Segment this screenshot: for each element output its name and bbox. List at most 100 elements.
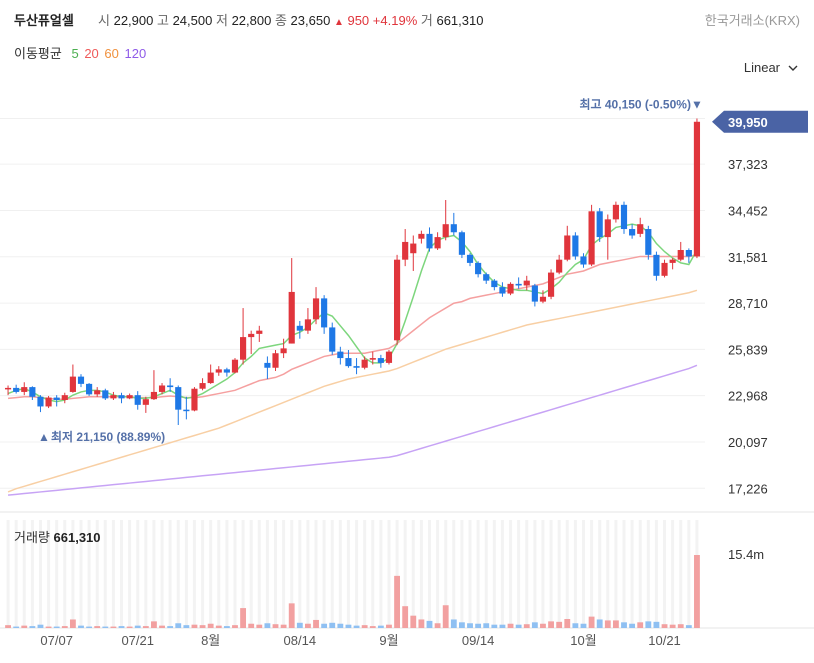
volume-bar <box>240 608 247 628</box>
volume-bar <box>434 623 441 628</box>
volume-bar <box>694 555 700 628</box>
candle-body <box>377 358 384 363</box>
volume-bar <box>499 624 506 628</box>
candle-body <box>369 358 376 360</box>
candle-body <box>580 256 587 265</box>
candle-body <box>402 241 409 260</box>
volume-bar <box>215 625 222 628</box>
volume-bar <box>345 624 352 628</box>
candle-body <box>353 366 360 368</box>
low-value: 22,800 <box>231 13 272 28</box>
volume-bar <box>669 624 676 628</box>
candle-body <box>629 229 636 236</box>
volume-bar <box>596 619 603 628</box>
candle-body <box>126 395 133 399</box>
candle-body <box>13 387 20 392</box>
candle-body <box>588 211 595 265</box>
volume-bar <box>418 619 425 628</box>
volume-bar <box>612 620 619 628</box>
volume-bar <box>272 624 279 628</box>
candle-body <box>418 233 425 239</box>
volume-bar <box>288 603 295 628</box>
candle-body <box>677 250 684 260</box>
candle-body <box>523 280 530 286</box>
volume-bar <box>458 622 465 628</box>
volume-bar <box>531 622 538 628</box>
high-label: 고 <box>156 13 169 28</box>
stock-name: 두산퓨얼셀 <box>14 13 74 28</box>
ma120-line <box>7 364 698 496</box>
volume-bar <box>572 623 579 628</box>
volume-bar <box>13 626 20 628</box>
ma20-legend: 20 <box>84 46 99 61</box>
volume-bar <box>523 624 530 628</box>
candle-body <box>572 235 579 257</box>
exchange-name: 한국거래소(KRX) <box>704 13 800 28</box>
chart-annotations: 최고 40,150 (-0.50%) ▼ ▲ 최저 21,150 (88.89%) <box>38 97 703 444</box>
date-tick-label: 9월 <box>379 633 398 648</box>
volume-bar <box>305 623 311 628</box>
candle-body <box>442 224 449 238</box>
candle-body <box>426 233 433 249</box>
candle-body <box>361 359 368 368</box>
volume-bar <box>685 625 692 628</box>
candle-body <box>645 229 652 255</box>
volume-panel-value: 661,310 <box>53 530 101 545</box>
candle-body <box>223 369 230 373</box>
volume-bar <box>564 618 571 628</box>
candle-body <box>637 224 644 234</box>
volume-bar <box>653 621 660 628</box>
candle-body <box>175 387 182 410</box>
change-value: 950 <box>347 13 370 28</box>
price-tick-label: 31,581 <box>728 250 768 265</box>
candle-body <box>450 224 457 233</box>
candle-body <box>515 283 522 286</box>
volume-bar <box>661 624 668 628</box>
volume-bar <box>621 622 627 628</box>
candle-body <box>61 395 68 400</box>
candle-body <box>142 399 149 405</box>
candle-body <box>596 211 603 238</box>
chart-grid <box>0 118 814 629</box>
close-label: 종 <box>274 13 287 28</box>
candle-body <box>45 397 52 407</box>
candle-body <box>393 259 401 341</box>
volume-bar <box>353 625 360 628</box>
volume-bar <box>167 626 174 628</box>
candle-body <box>475 262 482 275</box>
volume-bar <box>321 623 328 628</box>
volume-label: 거 <box>420 13 433 28</box>
date-tick-label: 07/07 <box>40 633 73 648</box>
moving-average-legend[interactable]: 이동평균 5 20 60 120 <box>14 43 148 62</box>
volume-bar <box>548 621 554 628</box>
volume-bar <box>37 624 44 628</box>
price-tick-label: 34,452 <box>728 203 768 218</box>
candle-body <box>693 121 701 257</box>
high-annotation-arrow: ▼ <box>691 98 703 112</box>
volume-bar <box>264 623 271 628</box>
candle-body <box>547 272 555 297</box>
ma60-line <box>7 289 698 493</box>
candle-body <box>483 274 490 281</box>
candle-body <box>4 387 12 390</box>
price-tick-label: 37,323 <box>728 157 768 172</box>
volume-bar <box>507 623 514 628</box>
candle-body <box>466 254 474 263</box>
candle-body <box>321 298 328 328</box>
volume-bar <box>604 620 611 628</box>
volume-value: 661,310 <box>436 13 484 28</box>
candle-body <box>288 291 295 344</box>
candle-body <box>183 409 190 412</box>
open-label: 시 <box>98 13 110 28</box>
candle-body <box>280 348 287 354</box>
scale-type-select[interactable]: Linear <box>744 60 798 75</box>
volume-bars <box>5 555 700 628</box>
volume-bar <box>386 624 392 628</box>
candle-body <box>21 387 28 392</box>
volume-bar <box>410 615 417 628</box>
ma60-legend: 60 <box>104 46 119 61</box>
low-annotation: 최저 21,150 (88.89%) <box>51 429 165 444</box>
candle-body <box>102 390 109 399</box>
price-axis: 37,323 34,452 31,581 28,710 25,839 22,968 20,0… <box>712 110 808 562</box>
